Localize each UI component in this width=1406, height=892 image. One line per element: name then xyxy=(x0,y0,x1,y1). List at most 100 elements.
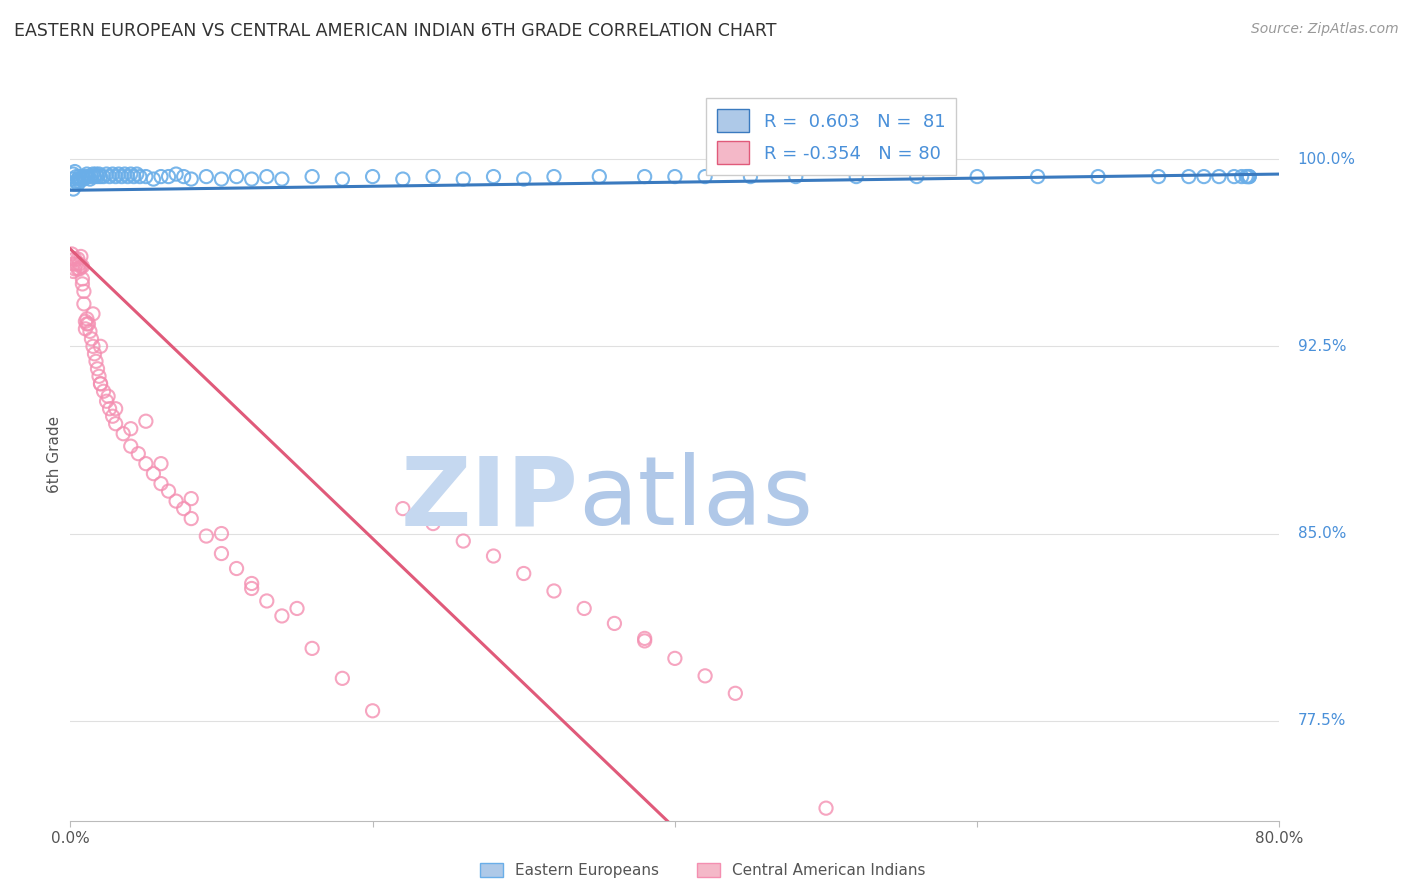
Point xyxy=(84,354,107,368)
Point xyxy=(75,314,97,328)
Point xyxy=(225,169,247,184)
Text: 77.5%: 77.5% xyxy=(1298,714,1346,728)
Point xyxy=(361,169,384,184)
Point xyxy=(142,467,165,481)
Point xyxy=(1087,169,1109,184)
Point xyxy=(76,167,98,181)
Point xyxy=(1147,169,1170,184)
Point xyxy=(96,394,118,409)
Point xyxy=(79,172,101,186)
Point xyxy=(157,169,180,184)
Point xyxy=(453,534,475,549)
Point xyxy=(815,801,838,815)
Point xyxy=(75,169,97,184)
Point xyxy=(97,389,120,403)
Point xyxy=(128,169,150,184)
Point xyxy=(211,526,233,541)
Text: 85.0%: 85.0% xyxy=(1298,526,1346,541)
Point xyxy=(76,317,98,331)
Point xyxy=(845,169,868,184)
Point xyxy=(77,317,100,331)
Point xyxy=(98,169,121,184)
Point xyxy=(79,324,101,338)
Point xyxy=(332,172,354,186)
Point xyxy=(66,177,89,191)
Point xyxy=(422,516,444,531)
Point xyxy=(111,169,134,184)
Point xyxy=(82,167,104,181)
Point xyxy=(80,332,103,346)
Text: atlas: atlas xyxy=(578,452,813,545)
Point xyxy=(77,169,100,184)
Point xyxy=(104,169,127,184)
Point xyxy=(117,169,139,184)
Point xyxy=(86,169,108,184)
Point xyxy=(62,167,84,181)
Point xyxy=(905,169,928,184)
Point xyxy=(180,172,202,186)
Point xyxy=(72,169,94,184)
Point xyxy=(173,501,195,516)
Point xyxy=(513,566,536,581)
Point xyxy=(65,175,87,189)
Point xyxy=(70,260,93,274)
Point xyxy=(101,409,124,424)
Point xyxy=(180,491,202,506)
Point xyxy=(150,457,172,471)
Point xyxy=(62,257,84,271)
Point xyxy=(90,339,111,353)
Point xyxy=(125,167,148,181)
Point xyxy=(90,376,111,391)
Point xyxy=(122,169,145,184)
Point xyxy=(62,182,84,196)
Text: ZIP: ZIP xyxy=(401,452,578,545)
Point xyxy=(72,260,94,274)
Text: Source: ZipAtlas.com: Source: ZipAtlas.com xyxy=(1251,22,1399,37)
Point xyxy=(112,426,135,441)
Point xyxy=(165,494,187,508)
Legend: R =  0.603   N =  81, R = -0.354   N = 80: R = 0.603 N = 81, R = -0.354 N = 80 xyxy=(706,98,956,176)
Point xyxy=(1026,169,1049,184)
Point xyxy=(66,252,89,266)
Point xyxy=(195,169,218,184)
Point xyxy=(724,686,747,700)
Point xyxy=(1239,169,1261,184)
Point xyxy=(240,172,263,186)
Point xyxy=(127,447,149,461)
Point xyxy=(60,172,83,186)
Point xyxy=(65,257,87,271)
Point xyxy=(72,272,94,286)
Point xyxy=(72,277,94,291)
Point xyxy=(98,401,121,416)
Point xyxy=(67,257,90,271)
Point xyxy=(80,169,103,184)
Point xyxy=(633,169,655,184)
Point xyxy=(513,172,536,186)
Point xyxy=(256,169,278,184)
Point xyxy=(114,167,136,181)
Point xyxy=(270,172,294,186)
Point xyxy=(391,501,415,516)
Point xyxy=(90,376,111,391)
Point xyxy=(633,632,655,646)
Point xyxy=(135,414,157,428)
Point xyxy=(60,247,83,261)
Point xyxy=(180,511,202,525)
Text: EASTERN EUROPEAN VS CENTRAL AMERICAN INDIAN 6TH GRADE CORRELATION CHART: EASTERN EUROPEAN VS CENTRAL AMERICAN IND… xyxy=(14,22,776,40)
Point xyxy=(93,384,115,399)
Point xyxy=(135,169,157,184)
Point xyxy=(664,651,686,665)
Point xyxy=(120,439,142,453)
Point xyxy=(240,582,263,596)
Point xyxy=(1208,169,1230,184)
Point xyxy=(240,576,263,591)
Point xyxy=(740,169,762,184)
Point xyxy=(63,262,86,277)
Point xyxy=(67,175,90,189)
Point xyxy=(67,169,90,184)
Point xyxy=(70,250,93,264)
Point xyxy=(270,609,294,624)
Point xyxy=(63,164,86,178)
Point xyxy=(83,347,105,361)
Point xyxy=(543,169,565,184)
